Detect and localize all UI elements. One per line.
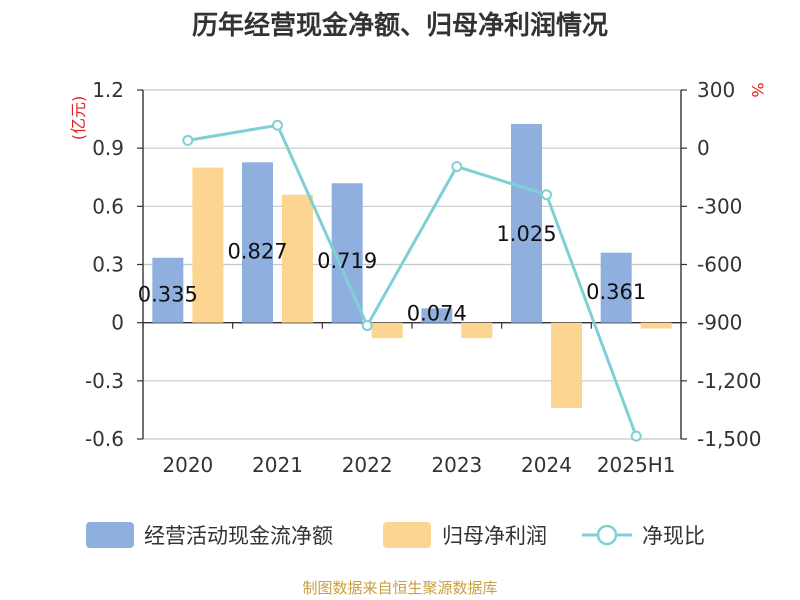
y-right-tick-label: -300: [697, 194, 742, 218]
x-tick-label: 2020: [162, 453, 213, 477]
y-left-tick-label: 0.6: [92, 194, 124, 218]
x-tick-label: 2023: [431, 453, 482, 477]
y-right-tick-label: 0: [697, 136, 710, 160]
net-profit-bar: [192, 167, 224, 323]
cashflow-bar: [421, 308, 453, 323]
legend-label-cashflow: 经营活动现金流净额: [144, 524, 333, 548]
cashflow-bar: [511, 123, 542, 323]
y-right-tick-label: -1,200: [697, 369, 761, 393]
ratio-line-path: [187, 123, 638, 437]
net-profit-bar: [461, 322, 493, 339]
ratio-point: [182, 134, 194, 146]
ratio-point: [630, 430, 642, 442]
x-tick-label: 2025H1: [597, 453, 676, 477]
x-tick-label: 2022: [342, 453, 393, 477]
cashflow-data-label: 0.335: [138, 282, 198, 306]
cashflow-data-label: 1.025: [496, 222, 556, 246]
ratio-line: [182, 119, 642, 442]
ratio-point: [361, 320, 373, 332]
y-right-tick-label: 300: [697, 78, 735, 102]
source-note: 制图数据来自恒生聚源数据库: [302, 579, 497, 597]
cashflow-data-label: 0.074: [407, 302, 467, 326]
y-left-tick-label: 0: [111, 311, 124, 335]
axes: [137, 89, 687, 440]
legend: 经营活动现金流净额 归母净利润 净现比: [86, 522, 705, 548]
legend-swatch-net-profit: [383, 522, 431, 548]
y-left-unit: (亿元): [69, 96, 88, 141]
net-profit-bar: [371, 322, 403, 339]
legend-label-ratio: 净现比: [642, 524, 705, 548]
y-right-tick-label: -900: [697, 311, 742, 335]
y-left-tick-label: 0.3: [92, 253, 124, 277]
legend-label-net-profit: 归母净利润: [442, 524, 547, 548]
ratio-point: [451, 161, 463, 173]
y-right-tick-label: -600: [697, 253, 742, 277]
y-right-unit: %: [748, 82, 767, 97]
x-tick-label: 2024: [521, 453, 572, 477]
legend-swatch-cashflow: [86, 522, 134, 548]
y-left-tick-label: -0.6: [85, 427, 124, 451]
cashflow-data-label: 0.827: [227, 240, 287, 264]
net-profit-bar: [640, 322, 672, 329]
bars: [152, 123, 672, 408]
y-left-tick-label: 0.9: [92, 136, 124, 160]
cashflow-bar: [600, 252, 632, 323]
ratio-point: [541, 189, 552, 201]
y-left-tick-label: -0.3: [85, 369, 124, 393]
net-profit-bar: [282, 194, 313, 323]
cashflow-bar: [331, 183, 363, 323]
cashflow-bar: [242, 162, 273, 323]
net-profit-bar: [551, 322, 582, 408]
cashflow-bar: [152, 257, 184, 323]
cashflow-data-label: 0.719: [317, 249, 377, 273]
ratio-point: [272, 119, 283, 131]
y-left-tick-label: 1.2: [92, 78, 124, 102]
cashflow-data-label: 0.361: [586, 280, 646, 304]
tick-labels: 1.2 300 0.9 0 0.6 -300 0.3 -600 0 -900 -0.3 -1,200 -…: [85, 78, 762, 477]
grid: [143, 89, 681, 440]
data-labels: 0.335 0.827 0.719 0.074 1.025 0.361: [138, 222, 646, 325]
y-right-tick-label: -1,500: [697, 427, 761, 451]
chart-title: 历年经营现金净额、归母净利润情况: [192, 10, 608, 41]
legend-swatch-ratio-marker: [596, 524, 618, 546]
x-tick-label: 2021: [252, 453, 303, 477]
